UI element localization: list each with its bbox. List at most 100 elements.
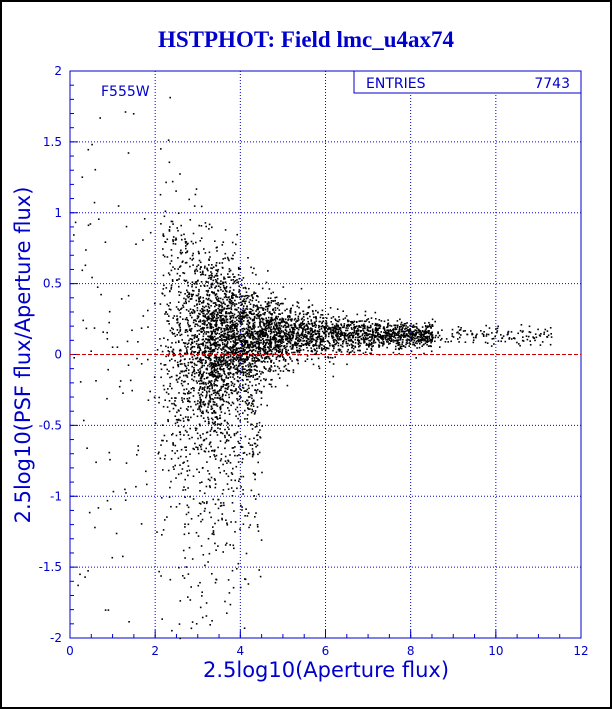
- data-point: [338, 350, 341, 352]
- data-point: [424, 325, 427, 327]
- data-point: [145, 470, 147, 473]
- data-point: [254, 337, 257, 339]
- data-point: [302, 323, 304, 325]
- data-point: [163, 215, 166, 218]
- data-point: [225, 519, 227, 521]
- data-point: [209, 342, 212, 345]
- data-point: [426, 341, 429, 343]
- data-point: [202, 359, 205, 361]
- data-point: [166, 440, 168, 442]
- data-point: [234, 325, 236, 328]
- data-point: [206, 347, 209, 349]
- data-point: [507, 330, 510, 333]
- data-point: [306, 346, 308, 349]
- data-point: [241, 352, 244, 355]
- data-point: [245, 508, 247, 510]
- data-point: [185, 309, 188, 311]
- data-point: [321, 348, 323, 351]
- data-point: [215, 262, 218, 264]
- data-point: [229, 290, 231, 292]
- data-point: [172, 240, 174, 243]
- data-point: [371, 336, 374, 339]
- data-point: [220, 385, 223, 388]
- data-point: [413, 330, 415, 333]
- data-point: [305, 331, 307, 333]
- data-point: [304, 336, 307, 338]
- data-point: [197, 315, 200, 318]
- data-point: [258, 338, 260, 340]
- data-point: [257, 326, 260, 328]
- data-point: [177, 308, 179, 310]
- data-point: [393, 335, 396, 338]
- data-point: [236, 454, 239, 457]
- data-point: [334, 318, 337, 320]
- data-point: [339, 328, 342, 330]
- data-point: [180, 448, 183, 451]
- data-point: [377, 324, 380, 327]
- data-point: [208, 400, 210, 402]
- data-point: [195, 320, 197, 322]
- data-point: [261, 328, 264, 331]
- data-point: [272, 300, 275, 302]
- data-point: [346, 319, 349, 321]
- data-point: [201, 330, 203, 333]
- data-point: [288, 352, 290, 355]
- data-point: [219, 417, 221, 419]
- data-point: [185, 388, 188, 390]
- data-point: [137, 449, 140, 452]
- data-point: [254, 353, 256, 356]
- data-point: [189, 338, 191, 340]
- data-point: [185, 513, 188, 516]
- data-point: [258, 375, 261, 378]
- data-point: [171, 450, 174, 452]
- data-point: [159, 193, 162, 196]
- data-point: [194, 319, 196, 321]
- data-point: [232, 467, 234, 470]
- data-point: [165, 311, 167, 313]
- data-point: [294, 351, 296, 354]
- data-point: [218, 345, 221, 347]
- data-point: [399, 347, 402, 349]
- data-point: [199, 309, 202, 312]
- data-point: [179, 353, 181, 355]
- data-point: [199, 513, 202, 515]
- data-point: [386, 346, 388, 349]
- data-point: [184, 293, 186, 295]
- data-point: [333, 326, 335, 329]
- data-point: [389, 333, 392, 335]
- data-point: [407, 335, 409, 338]
- data-point: [289, 318, 292, 321]
- data-point: [186, 343, 189, 346]
- data-point: [223, 504, 225, 507]
- data-point: [288, 340, 290, 343]
- data-point: [207, 269, 209, 272]
- data-point: [191, 350, 193, 352]
- data-point: [288, 315, 291, 317]
- tick-marks: [69, 70, 582, 639]
- data-point: [315, 333, 318, 335]
- data-point: [219, 396, 222, 399]
- data-point: [318, 335, 321, 338]
- data-point: [167, 469, 170, 472]
- data-point: [220, 360, 222, 362]
- data-point: [292, 333, 294, 335]
- data-point: [275, 302, 277, 305]
- data-point: [122, 555, 124, 558]
- data-point: [211, 282, 214, 285]
- data-point: [242, 305, 245, 307]
- data-point: [239, 358, 241, 361]
- data-point: [166, 256, 169, 258]
- data-point: [252, 450, 254, 453]
- data-point: [108, 310, 111, 313]
- data-point: [252, 326, 255, 329]
- data-point: [257, 350, 259, 353]
- data-point: [374, 324, 376, 327]
- data-point: [268, 323, 270, 326]
- data-point: [344, 317, 347, 319]
- data-point: [261, 371, 263, 373]
- data-point: [260, 539, 263, 541]
- data-point: [252, 374, 255, 377]
- data-point: [234, 327, 236, 329]
- data-point: [200, 343, 202, 345]
- data-point: [290, 320, 293, 322]
